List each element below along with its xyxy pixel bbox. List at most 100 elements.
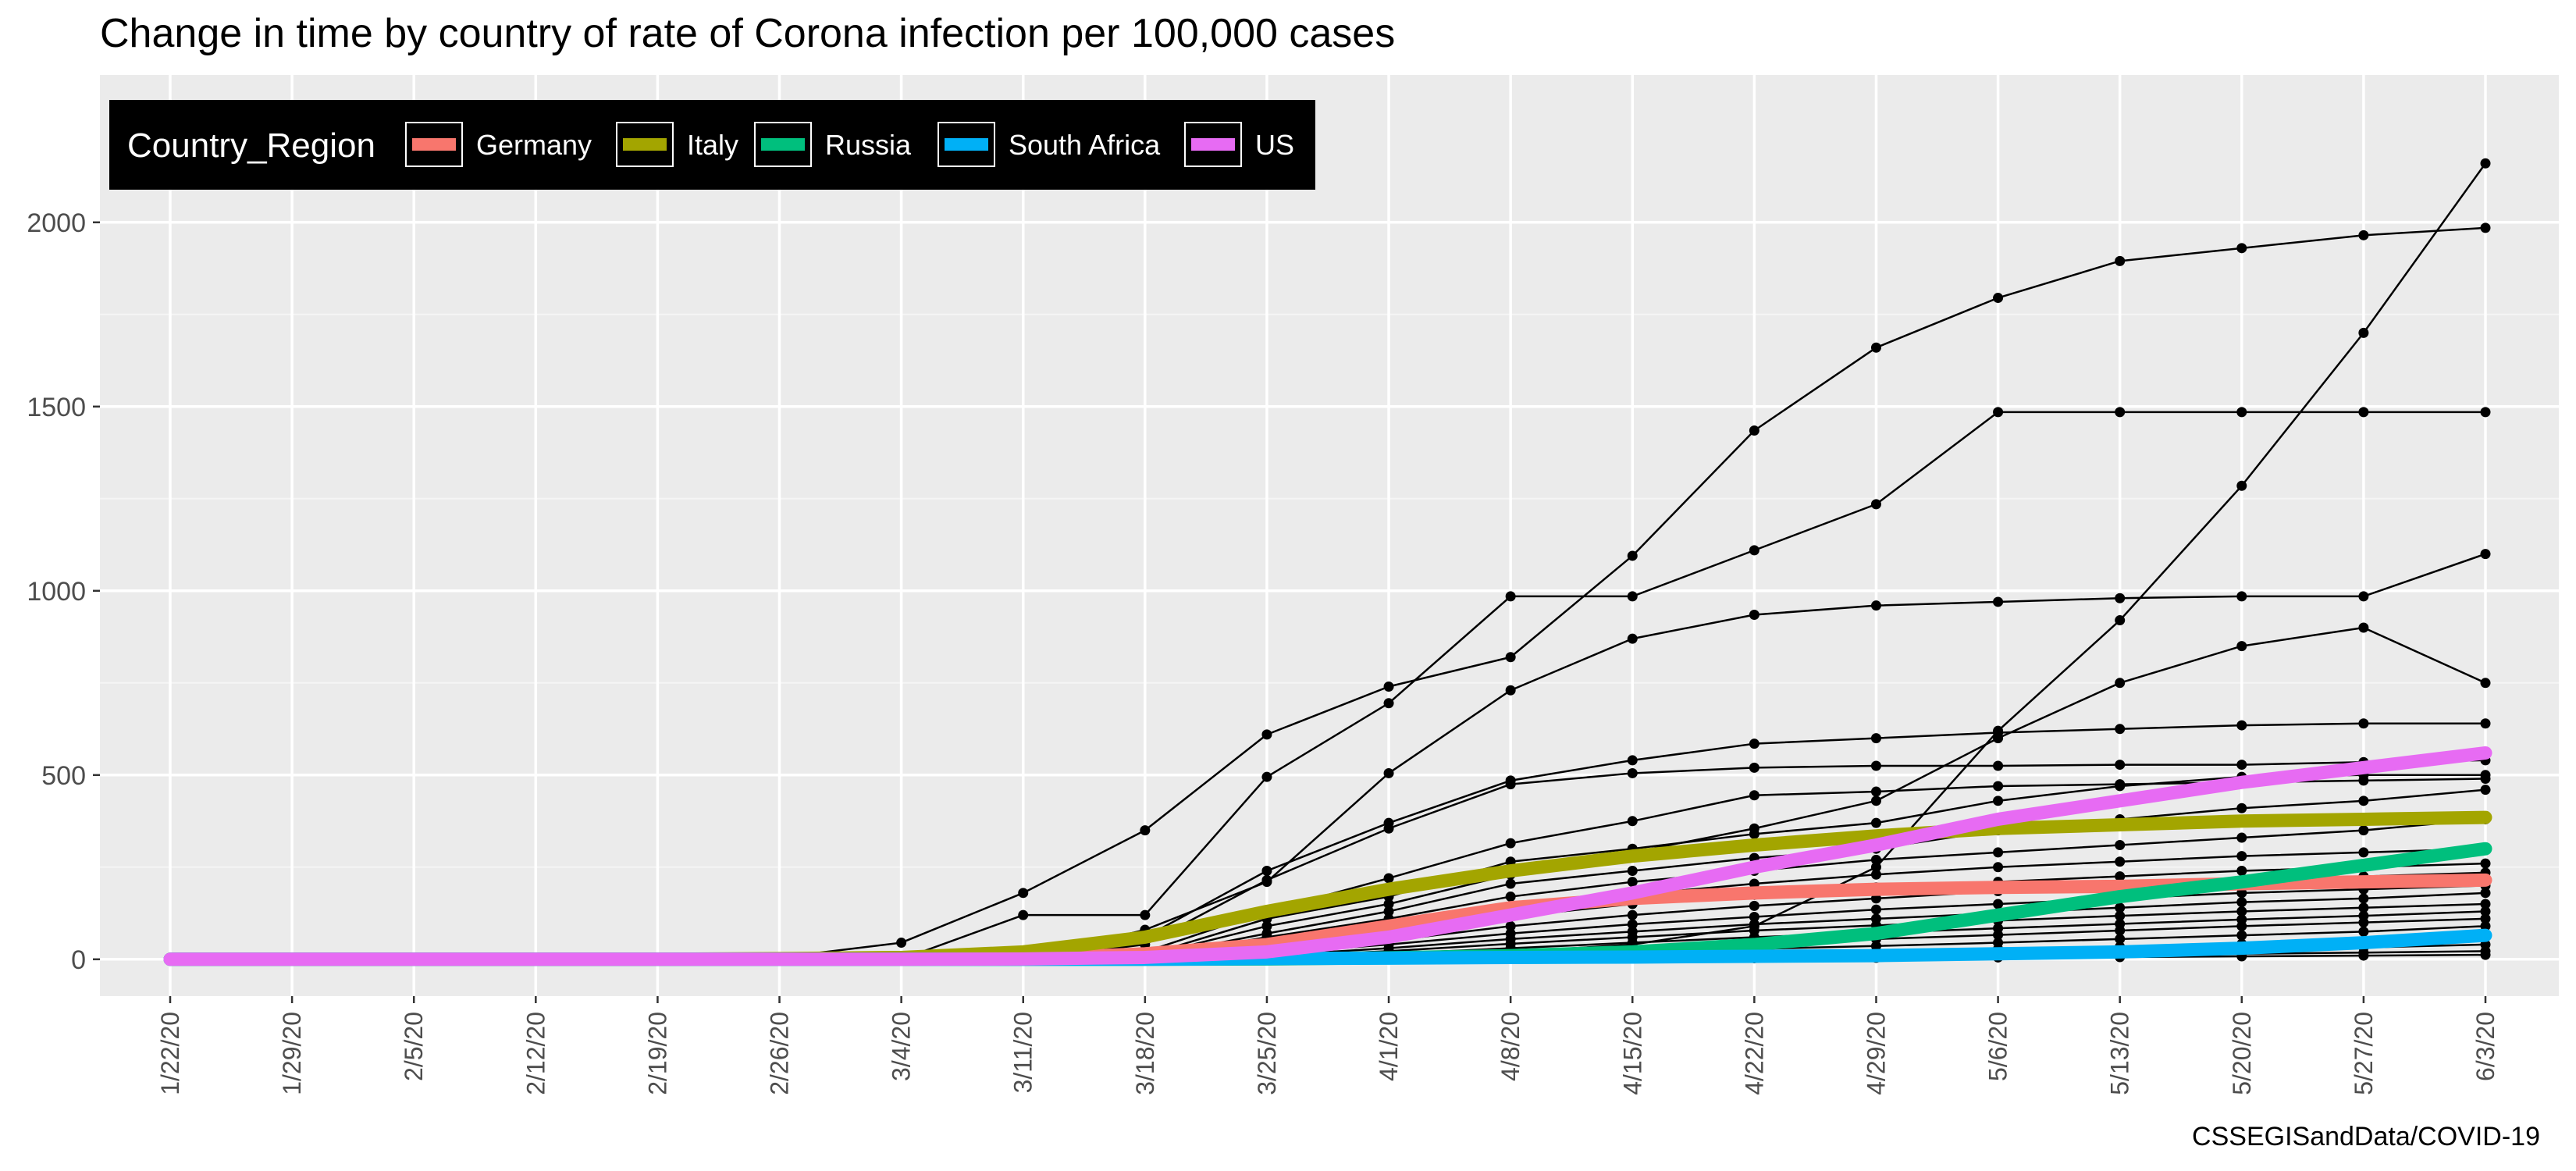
background-series-point — [2358, 327, 2369, 338]
legend-title: Country_Region — [127, 126, 375, 165]
x-tick-label: 5/27/20 — [2350, 1012, 2378, 1095]
background-series-point — [2236, 866, 2247, 877]
background-series-point — [1383, 823, 1394, 834]
background-series-point — [1993, 899, 2004, 909]
background-series-point — [2115, 934, 2126, 945]
background-series-point — [1870, 869, 1881, 880]
background-series-point — [2358, 917, 2369, 928]
background-series-point — [1993, 293, 2004, 304]
background-series-point — [2480, 949, 2491, 960]
x-tick-label: 4/1/20 — [1375, 1012, 1403, 1081]
background-series-point — [2358, 591, 2369, 602]
legend-label-russia: Russia — [825, 129, 912, 161]
background-series-point — [2236, 480, 2247, 491]
background-series-point — [1383, 873, 1394, 884]
chart-caption: CSSEGISandData/COVID-19 — [2192, 1122, 2540, 1151]
x-tick-label: 2/19/20 — [643, 1012, 671, 1095]
background-series-point — [1627, 633, 1638, 644]
x-tick-label: 3/4/20 — [888, 1012, 916, 1081]
background-series-point — [1749, 912, 1759, 923]
legend-entries: Germany Italy Russia South Africa US — [405, 122, 1294, 167]
background-series-point — [1627, 767, 1638, 778]
background-series-point — [1018, 888, 1029, 899]
background-series-point — [1627, 909, 1638, 920]
background-series-point — [2480, 785, 2491, 795]
background-series-point — [1140, 825, 1151, 836]
background-series-point — [2236, 832, 2247, 843]
background-series-point — [2236, 591, 2247, 602]
background-series-point — [2236, 243, 2247, 254]
x-tick-label: 5/13/20 — [2106, 1012, 2134, 1095]
background-series-point — [1261, 771, 1272, 782]
background-series-point — [2480, 158, 2491, 169]
y-tick-label: 500 — [41, 761, 86, 791]
background-series-point — [1870, 862, 1881, 873]
background-series-point — [2480, 718, 2491, 729]
background-series-point — [2480, 888, 2491, 899]
chart-title: Change in time by country of rate of Cor… — [100, 11, 1395, 56]
x-tick-label: 4/22/20 — [1740, 1012, 1768, 1095]
background-series-point — [1627, 816, 1638, 827]
background-series-point — [1505, 920, 1516, 931]
series-line-us — [163, 746, 2492, 966]
background-series-point — [1993, 596, 2004, 607]
background-series-point — [1261, 920, 1272, 931]
background-series-point — [2236, 930, 2247, 941]
x-tick-label: 6/3/20 — [2471, 1012, 2500, 1081]
background-series-point — [1993, 407, 2004, 418]
background-series-point — [2480, 899, 2491, 909]
background-series-point — [2115, 615, 2126, 626]
background-series-point — [2115, 593, 2126, 603]
background-series-point — [1383, 698, 1394, 709]
legend-label-us: US — [1255, 129, 1294, 161]
legend-label-south-africa: South Africa — [1009, 129, 1161, 161]
background-series-point — [1993, 795, 2004, 806]
background-series-point — [2115, 724, 2126, 735]
background-series-point — [2480, 678, 2491, 689]
legend-background — [109, 100, 1315, 190]
x-tick-label: 2/26/20 — [766, 1012, 794, 1095]
background-series-point — [1993, 760, 2004, 771]
background-series-point — [2358, 893, 2369, 904]
background-series-point — [2115, 255, 2126, 266]
background-series-point — [1627, 550, 1638, 561]
x-tick-label: 4/15/20 — [1618, 1012, 1646, 1095]
background-series-point — [2358, 926, 2369, 937]
background-series-point — [1993, 847, 2004, 858]
background-series-point — [2236, 760, 2247, 771]
background-series-point — [2115, 760, 2126, 771]
background-series-point — [1749, 609, 1759, 620]
y-tick-label: 0 — [71, 945, 86, 975]
x-tick-label: 5/6/20 — [1984, 1012, 2012, 1081]
background-series-point — [1870, 499, 1881, 510]
background-series-point — [1993, 781, 2004, 792]
background-series-point — [2115, 925, 2126, 936]
legend: Country_Region Germany Italy Russia South A… — [109, 100, 1315, 190]
background-series-point — [1993, 930, 2004, 941]
background-series-point — [1627, 755, 1638, 766]
legend-label-italy: Italy — [687, 129, 738, 161]
background-series-point — [1749, 790, 1759, 801]
highlighted-country-lines — [163, 746, 2492, 966]
x-tick-label: 3/11/20 — [1009, 1012, 1037, 1093]
background-series-point — [2358, 718, 2369, 729]
background-series-point — [2480, 549, 2491, 560]
background-series-point — [1749, 762, 1759, 773]
background-series-point — [2480, 407, 2491, 418]
x-tick-label: 3/25/20 — [1253, 1012, 1281, 1095]
x-tick-label: 1/22/20 — [156, 1012, 184, 1095]
background-series-point — [1749, 739, 1759, 749]
x-tick-label: 1/29/20 — [278, 1012, 306, 1095]
y-tick-label: 1500 — [27, 393, 86, 422]
background-series-point — [2115, 839, 2126, 850]
background-series-point — [1505, 878, 1516, 889]
background-series-point — [1018, 909, 1029, 920]
background-series-point — [2358, 825, 2369, 836]
background-series-point — [1870, 795, 1881, 806]
background-series-point — [2236, 897, 2247, 908]
background-series-point — [2236, 906, 2247, 917]
background-series-point — [1870, 760, 1881, 771]
background-series-point — [1870, 854, 1881, 865]
background-series-point — [1383, 682, 1394, 692]
x-tick-label: 2/5/20 — [400, 1012, 428, 1081]
